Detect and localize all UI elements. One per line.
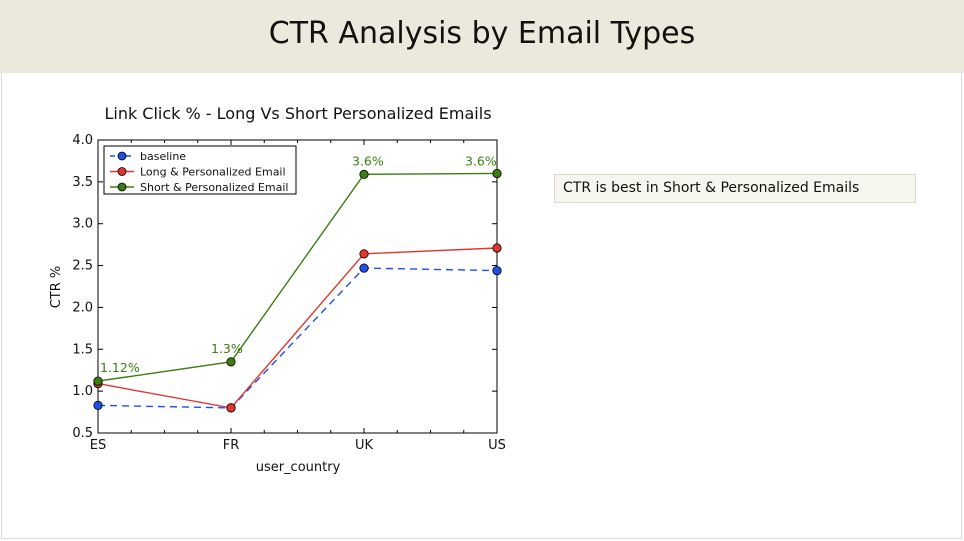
slide-header: CTR Analysis by Email Types [0,0,964,73]
chart-title: Link Click % - Long Vs Short Personalize… [104,104,491,123]
x-tick-label: US [488,438,506,453]
y-tick-label: 3.5 [72,175,93,190]
y-tick-label: 3.0 [72,217,93,232]
legend-entry: Long & Personalized Email [140,166,286,179]
data-point [359,169,369,179]
ctr-line-chart: Link Click % - Long Vs Short Personalize… [49,104,506,475]
y-tick-label: 0.5 [72,426,93,441]
x-tick-label: FR [223,438,240,453]
legend-entry: baseline [140,150,186,163]
legend-marker [117,151,127,161]
y-tick-label: 1.0 [72,384,93,399]
x-tick-label: ES [90,438,106,453]
data-point [359,263,369,273]
data-point [226,403,236,413]
slide-frame [1,73,962,539]
y-tick-label: 1.5 [72,342,93,357]
data-label: 3.6% [465,153,497,168]
data-point [359,249,369,259]
x-axis-label: user_country [256,460,341,475]
data-point [492,265,502,276]
data-point [226,357,236,367]
y-tick-label: 2.0 [72,300,93,315]
y-tick-label: 4.0 [72,133,93,148]
data-label: 3.6% [352,153,384,168]
series-line-1 [97,247,498,409]
series-line-2 [97,172,498,382]
legend-marker [117,167,127,176]
legend-entry: Short & Personalized Email [140,181,288,194]
legend-marker [117,182,127,192]
data-point [492,168,502,179]
x-tick-label: UK [355,438,374,453]
data-point [93,400,103,410]
data-label: 1.3% [211,341,243,356]
y-tick-label: 2.5 [72,259,93,274]
data-point [492,243,502,253]
insight-callout: CTR is best in Short & Personalized Emai… [554,174,916,203]
slide-title: CTR Analysis by Email Types [268,16,696,51]
data-point [93,376,103,386]
data-label: 1.12% [100,360,140,375]
y-axis-label: CTR % [49,266,64,309]
legend-box [103,145,297,195]
series-line-0 [97,267,498,409]
